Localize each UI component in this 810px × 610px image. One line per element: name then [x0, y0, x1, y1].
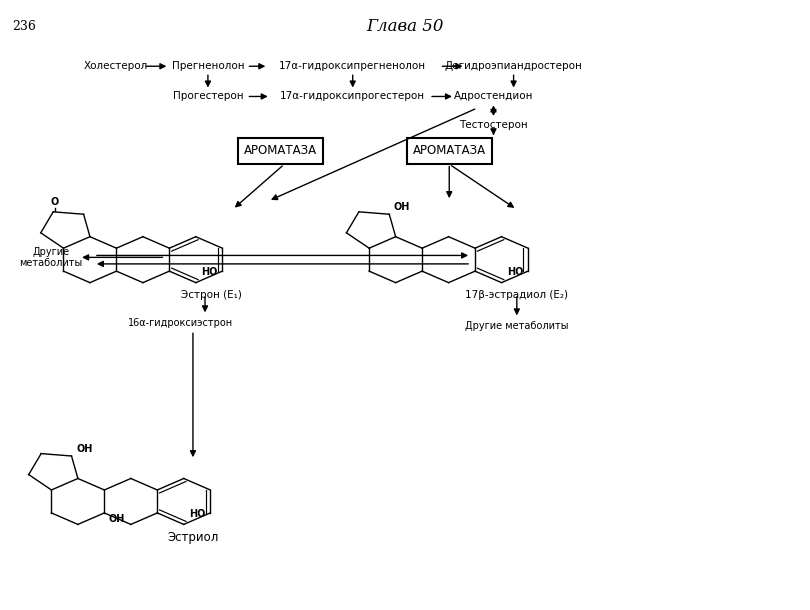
Text: АРОМАТАЗА: АРОМАТАЗА	[412, 145, 486, 157]
Text: HO: HO	[507, 267, 523, 278]
FancyBboxPatch shape	[237, 138, 323, 164]
Text: Другие
метаболиты: Другие метаболиты	[19, 246, 83, 268]
Text: 17β-эстрадиол (Е₂): 17β-эстрадиол (Е₂)	[465, 290, 569, 300]
Text: Эстриол: Эстриол	[167, 531, 219, 544]
Text: HO: HO	[202, 267, 218, 278]
Text: OH: OH	[108, 514, 125, 524]
Text: 236: 236	[12, 21, 36, 34]
Text: АРОМАТАЗА: АРОМАТАЗА	[244, 145, 317, 157]
Text: Глава 50: Глава 50	[366, 18, 444, 35]
Text: O: O	[50, 197, 59, 207]
Text: 16α-гидроксиэстрон: 16α-гидроксиэстрон	[128, 318, 233, 328]
Text: Прегненолон: Прегненолон	[172, 61, 245, 71]
Text: OH: OH	[76, 443, 92, 454]
Text: OH: OH	[394, 202, 410, 212]
Text: 17α-гидроксипрогестерон: 17α-гидроксипрогестерон	[280, 92, 425, 101]
Text: HO: HO	[190, 509, 206, 519]
FancyBboxPatch shape	[407, 138, 492, 164]
Text: Эстрон (Е₁): Эстрон (Е₁)	[181, 290, 241, 300]
Text: Адростендион: Адростендион	[454, 92, 533, 101]
Text: Другие метаболиты: Другие метаболиты	[465, 321, 569, 331]
Text: Тестостерон: Тестостерон	[459, 120, 528, 130]
Text: Холестерол: Холестерол	[83, 61, 147, 71]
Text: Прогестерон: Прогестерон	[173, 92, 243, 101]
Text: Дегидроэпиандростерон: Дегидроэпиандростерон	[445, 61, 582, 71]
Text: 17α-гидроксипрегненолон: 17α-гидроксипрегненолон	[279, 61, 426, 71]
